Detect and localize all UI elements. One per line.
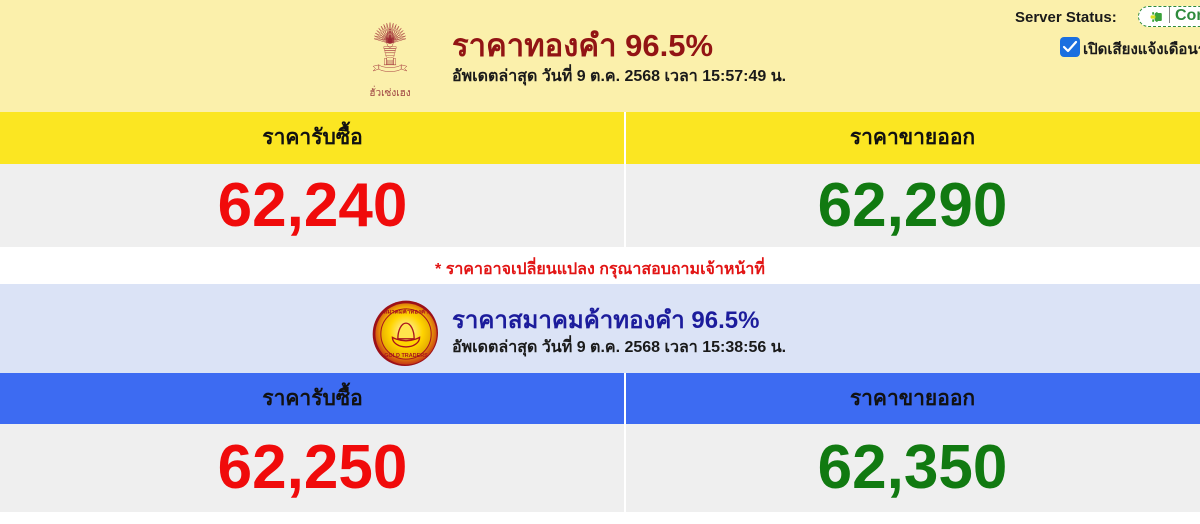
svg-text:สมาคมค้าทองคำ: สมาคมค้าทองคำ — [383, 308, 428, 316]
svg-text:GOLD TRADERS: GOLD TRADERS — [384, 353, 428, 359]
